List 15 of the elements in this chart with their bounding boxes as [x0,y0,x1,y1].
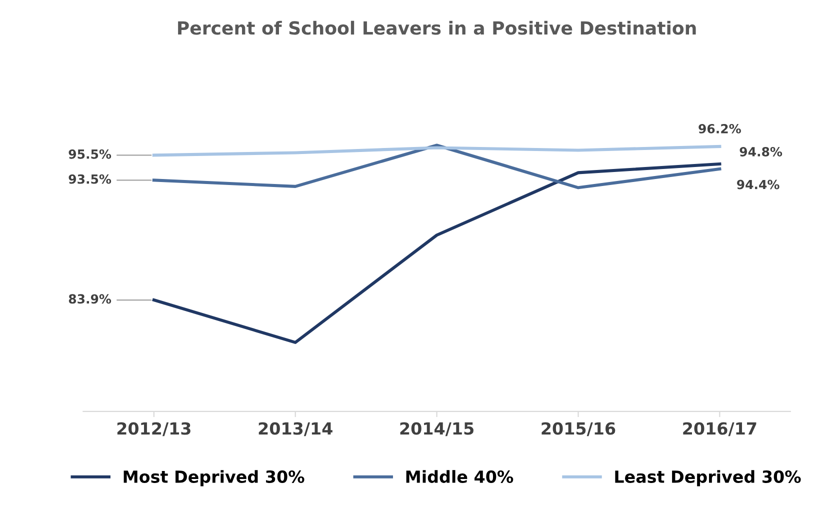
x-tick-label: 2016/17 [683,422,756,436]
data-label: 94.4% [736,180,780,190]
chart-title: Percent of School Leavers in a Positive Destination [178,20,696,35]
data-label: 94.8% [740,147,782,156]
data-label: 96.2% [698,124,741,134]
data-label: 83.9% [68,294,112,304]
legend-label: Most Deprived 30% [124,470,304,486]
legend-label: Middle 40% [406,470,514,483]
data-label: 93.5% [68,174,112,184]
x-tick-label: 2015/16 [542,422,616,436]
x-tick-label: 2012/13 [117,422,190,436]
data-label: 95.5% [68,149,112,159]
x-tick-label: 2013/14 [258,422,332,436]
x-tick-label: 2014/15 [400,422,474,436]
legend-label: Least Deprived 30% [615,470,801,486]
